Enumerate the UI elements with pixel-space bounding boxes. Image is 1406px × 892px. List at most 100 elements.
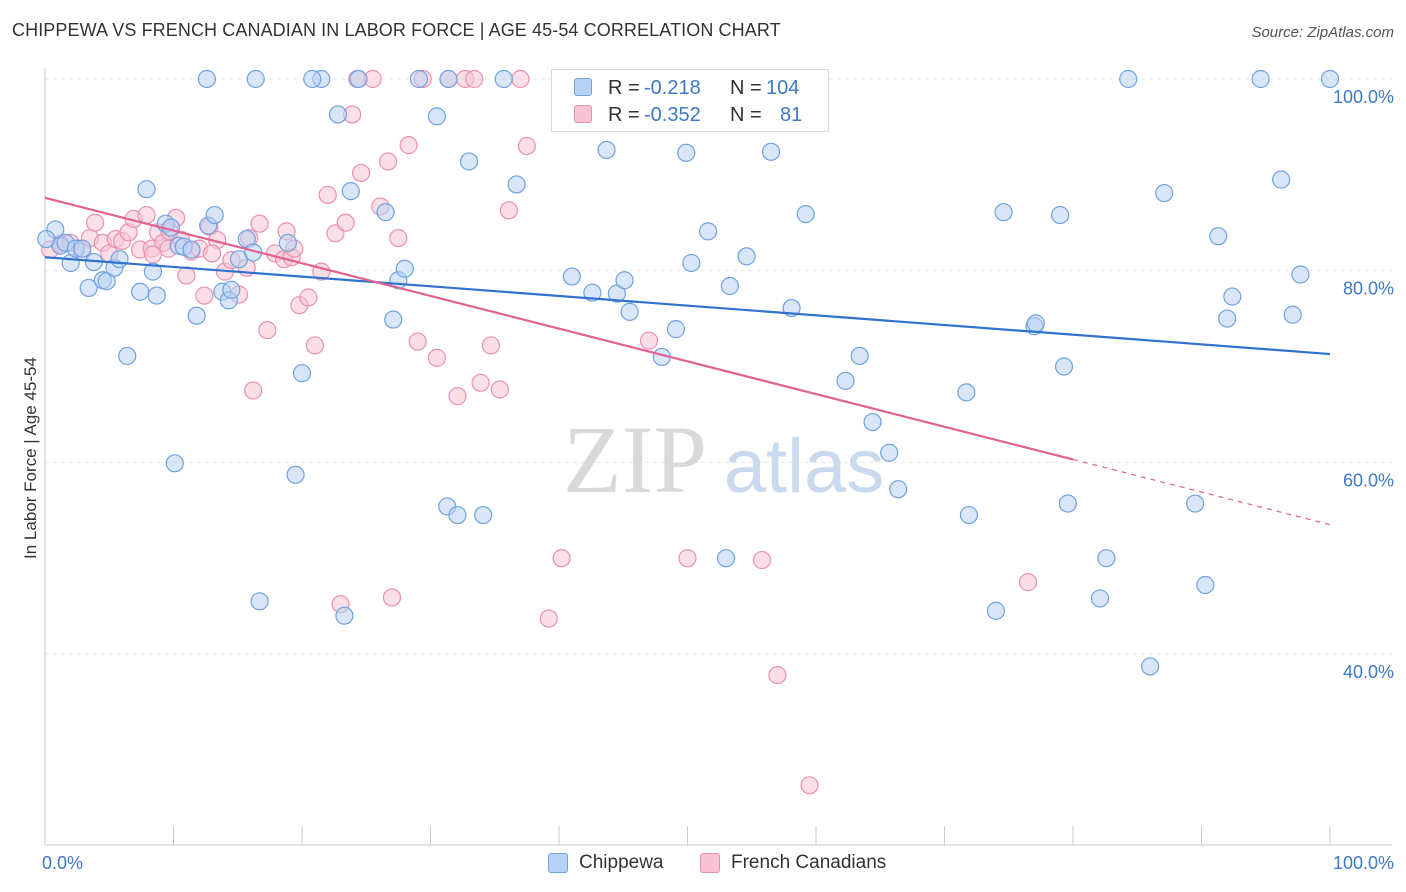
chippewa-point [1054, 357, 1074, 376]
chippewa-point [1051, 205, 1070, 225]
chippewa-point [720, 276, 740, 296]
french-canadians-point [143, 245, 163, 264]
y-tick-label: 80.0% [1343, 279, 1394, 299]
x-tick-label-min: 0.0% [42, 853, 83, 873]
french-canadians-point [352, 163, 371, 183]
chippewa-point [562, 267, 581, 286]
source-label: Source: ZipAtlas.com [1251, 24, 1394, 41]
chippewa-point [666, 320, 686, 339]
chippewa-point [994, 203, 1013, 222]
chippewa-point [246, 69, 265, 89]
n-value-french-canadians: 81 [780, 104, 803, 126]
chippewa-swatch [574, 78, 592, 96]
french-canadians-point [177, 266, 196, 285]
chippewa-point [97, 272, 116, 291]
chippewa-point [863, 412, 882, 432]
chippewa-legend-label: Chippewa [579, 852, 664, 873]
chippewa-point [187, 306, 206, 325]
french-canadians-point [1018, 573, 1038, 592]
chippewa-point [597, 140, 616, 160]
chippewa-point [959, 505, 979, 525]
r-label: R = [608, 77, 640, 99]
french-canadians-point [465, 69, 484, 89]
french-canadians-point [382, 588, 402, 607]
french-canadians-point [202, 244, 222, 263]
french-canadians-legend-swatch [700, 853, 720, 873]
french-canadians-swatch [574, 105, 592, 123]
french-canadians-trend-line [44, 196, 1074, 461]
y-tick-label: 40.0% [1343, 662, 1394, 682]
chippewa-point [1119, 69, 1138, 89]
chippewa-point [341, 182, 360, 201]
chippewa-point [494, 69, 513, 89]
french-canadians-point [499, 201, 518, 220]
chippewa-point [439, 69, 458, 89]
chippewa-point [1223, 287, 1242, 306]
french-canadians-point [408, 332, 427, 351]
chippewa-point [205, 205, 224, 225]
y-axis-label: In Labor Force | Age 45-54 [21, 357, 40, 559]
chippewa-point [448, 505, 467, 525]
chippewa-point [1291, 265, 1310, 284]
chippewa-point [889, 480, 908, 499]
chippewa-point [682, 253, 701, 273]
y-tick-label: 60.0% [1343, 470, 1394, 490]
chippewa-point [850, 346, 869, 366]
points-chippewa [37, 69, 1340, 676]
chippewa-point [620, 302, 639, 321]
points-french-canadians [41, 69, 1038, 795]
chippewa-point [698, 222, 718, 241]
french-canadians-point [318, 185, 337, 205]
french-canadians-point [490, 380, 509, 399]
french-canadians-trend-extension [1072, 458, 1331, 526]
french-canadians-point [86, 213, 105, 232]
chippewa-point [1272, 170, 1291, 189]
chippewa-point [409, 69, 429, 89]
chippewa-point [677, 143, 696, 162]
r-value-chippewa: -0.218 [644, 77, 701, 99]
french-canadians-point [511, 69, 530, 89]
chart-title: CHIPPEWA VS FRENCH CANADIAN IN LABOR FOR… [12, 20, 781, 40]
chippewa-point [427, 107, 447, 126]
chippewa-point [286, 465, 305, 484]
chippewa-point [222, 280, 241, 299]
chippewa-point [737, 247, 756, 266]
french-canadians-point [250, 214, 269, 233]
french-canadians-point [552, 549, 571, 568]
trend-lines [44, 196, 1331, 526]
chippewa-point [384, 310, 403, 329]
chippewa-point [986, 601, 1006, 620]
chippewa-legend-swatch [548, 853, 568, 873]
french-canadians-legend-label: French Canadians [731, 852, 887, 873]
chippewa-point [335, 606, 354, 625]
chippewa-point [250, 592, 269, 611]
chippewa-point [1058, 494, 1077, 513]
french-canadians-point [800, 776, 819, 795]
french-canadians-point [305, 336, 324, 355]
french-canadians-point [389, 228, 408, 248]
chippewa-point [615, 271, 634, 290]
chippewa-point [1209, 227, 1228, 246]
watermark-zip: ZIP [563, 406, 707, 513]
tick-labels: 40.0% 60.0% 80.0% 100.0% 0.0% 100.0% [42, 87, 1394, 873]
chippewa-point [1155, 183, 1174, 203]
chippewa-point [79, 278, 98, 298]
french-canadians-point [299, 288, 318, 307]
gridlines [45, 78, 1392, 655]
chippewa-point [1196, 575, 1215, 595]
chippewa-point [197, 69, 217, 89]
chippewa-point [147, 286, 166, 305]
chippewa-point [137, 180, 156, 199]
n-label: N = [730, 77, 762, 99]
french-canadians-point [752, 550, 772, 570]
r-value-french-canadians: -0.352 [644, 104, 701, 126]
chippewa-point [761, 142, 781, 161]
chippewa-point [130, 282, 150, 301]
chippewa-point [165, 454, 184, 473]
chippewa-point [143, 262, 163, 281]
chippewa-point [459, 152, 479, 171]
n-value-chippewa: 104 [766, 77, 800, 99]
french-canadians-point [471, 373, 490, 392]
chippewa-point [37, 229, 56, 249]
chippewa-point [278, 233, 297, 252]
